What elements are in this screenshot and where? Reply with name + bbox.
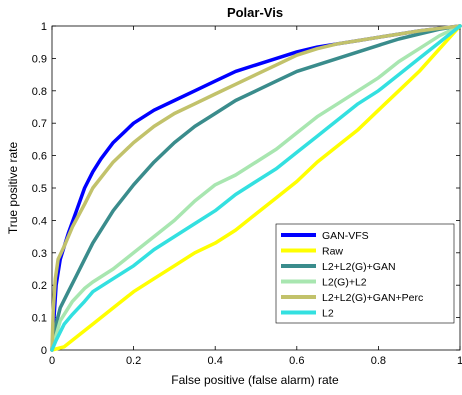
y-axis-label: True positive rate [6, 142, 20, 235]
y-tick-label: 0.1 [32, 313, 47, 325]
tick-layer: 0 0.2 0.4 0.6 0.8 1 0 0.1 0.2 0.3 0.4 0.5 0.6 0.7 0.8 0… [32, 21, 462, 367]
series-line-4 [50, 24, 462, 352]
x-axis-label: False positive (false alarm) rate [171, 373, 339, 387]
legend-label-6: L2 [322, 308, 334, 320]
legend-box [275, 223, 455, 324]
x-tick-label: 0.8 [371, 355, 386, 367]
series-line-6 [50, 24, 462, 352]
legend: GAN-VFS Raw L2+L2(G)+GAN L2(G)+L2 L2+L2(G)+G… [275, 223, 455, 324]
y-tick-label: 0 [41, 345, 47, 357]
y-tick-label: 0.6 [32, 151, 47, 163]
y-tick-label: 0.8 [32, 86, 47, 98]
series-line-3 [50, 24, 462, 352]
legend-label-5: L2+L2(G)+GAN+Perc [322, 292, 423, 304]
y-tick-label: 1 [41, 21, 47, 33]
y-tick-label: 0.4 [32, 215, 47, 227]
y-tick-label: 0.7 [32, 118, 47, 130]
series-layer [50, 24, 462, 352]
legend-label-4: L2(G)+L2 [322, 277, 367, 289]
y-tick-label: 0.9 [32, 53, 47, 65]
y-tick-label: 0.2 [32, 280, 47, 292]
legend-label-2: Raw [322, 246, 343, 258]
series-line-5 [50, 24, 462, 352]
x-tick-label: 1 [457, 355, 462, 367]
chart-title: Polar-Vis [227, 5, 283, 20]
legend-label-1: GAN-VFS [322, 230, 369, 242]
x-tick-label: 0 [49, 355, 55, 367]
series-line-2 [50, 24, 462, 352]
legend-label-3: L2+L2(G)+GAN [322, 261, 396, 273]
x-tick-label: 0.4 [208, 355, 223, 367]
x-tick-label: 0.6 [289, 355, 304, 367]
y-tick-label: 0.5 [32, 183, 47, 195]
y-tick-label: 0.3 [32, 248, 47, 260]
x-tick-label: 0.2 [126, 355, 141, 367]
